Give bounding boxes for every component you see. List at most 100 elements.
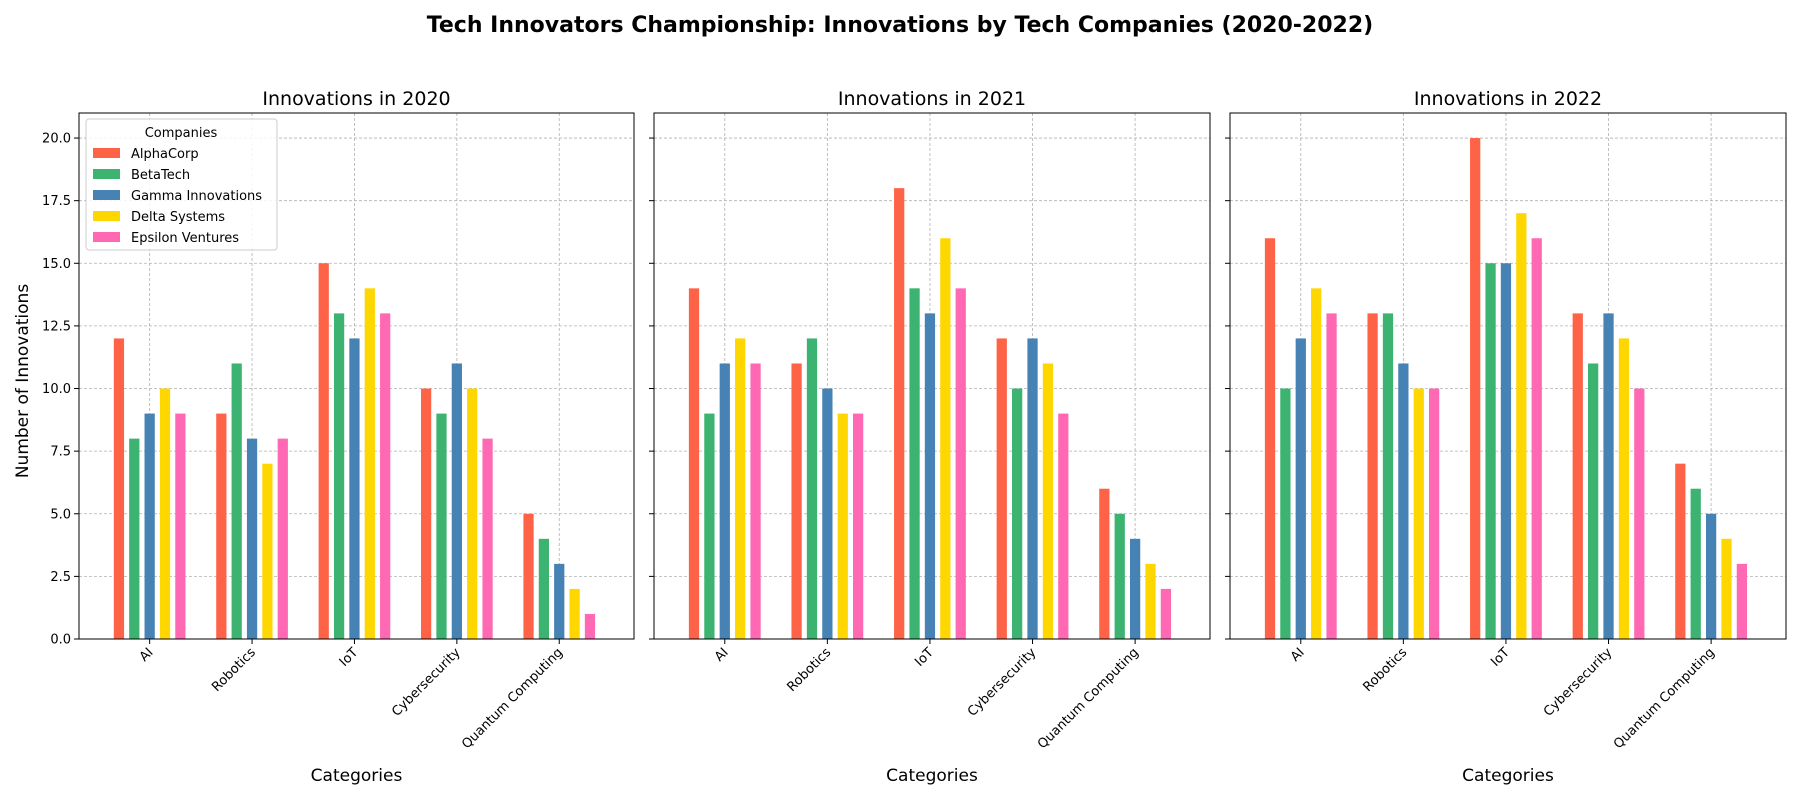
bar-betatech-robotics (231, 363, 242, 639)
bar-gamma-innovations-robotics (822, 388, 833, 639)
bar-epsilon-ventures-cybersecurity (1634, 388, 1645, 639)
bar-delta-systems-robotics (837, 413, 848, 639)
bar-betatech-cybersecurity (436, 413, 447, 639)
bar-betatech-iot (1485, 263, 1496, 639)
bar-epsilon-ventures-cybersecurity (1058, 413, 1069, 639)
legend-swatch (93, 169, 120, 179)
bar-betatech-ai (1280, 388, 1291, 639)
x-tick-label: Cybersecurity (965, 645, 1040, 720)
y-tick-label: 2.5 (50, 570, 71, 585)
chart-title: Tech Innovators Championship: Innovation… (427, 13, 1373, 38)
bar-epsilon-ventures-robotics (1429, 388, 1440, 639)
bar-alphacorp-ai (688, 288, 700, 639)
bar-alphacorp-quantum-computing (1099, 488, 1110, 639)
bar-epsilon-ventures-ai (1326, 313, 1337, 639)
x-tick-label: Robotics (209, 645, 259, 695)
bar-betatech-iot (909, 288, 920, 639)
bar-delta-systems-robotics (1413, 388, 1424, 639)
y-axis-label: Number of Innovations (13, 284, 33, 478)
bar-epsilon-ventures-ai (175, 413, 186, 639)
legend-swatch (93, 211, 120, 221)
bar-gamma-innovations-iot (924, 313, 936, 639)
bar-gamma-innovations-robotics (246, 438, 258, 639)
bar-delta-systems-quantum-computing (1145, 563, 1156, 639)
legend-entry: Gamma Innovations (131, 189, 262, 204)
y-tick-label: 17.5 (42, 194, 71, 209)
bar-delta-systems-ai (735, 338, 746, 639)
x-tick-label: Cybersecurity (1541, 645, 1616, 720)
panel-title: Innovations in 2020 (262, 88, 450, 110)
bar-alphacorp-robotics (791, 363, 802, 639)
bar-gamma-innovations-ai (1295, 338, 1306, 639)
plot-frame (1229, 112, 1787, 640)
plot-frame (78, 112, 635, 640)
x-tick-label: IoT (1488, 645, 1513, 670)
bar-gamma-innovations-ai (144, 413, 155, 639)
bar-gamma-innovations-quantum-computing (1705, 513, 1717, 639)
bar-alphacorp-cybersecurity (1572, 313, 1583, 639)
panel-title: Innovations in 2022 (1414, 88, 1602, 110)
y-tick-label: 0.0 (50, 633, 71, 648)
bar-gamma-innovations-cybersecurity (1603, 313, 1614, 639)
bar-epsilon-ventures-iot (955, 288, 966, 639)
x-tick-label: AI (712, 645, 732, 665)
bar-alphacorp-quantum-computing (1675, 463, 1686, 639)
legend-swatch (93, 190, 120, 200)
legend-swatch (93, 232, 120, 242)
y-tick-label: 20.0 (42, 132, 71, 147)
x-tick-label: Quantum Computing (459, 645, 566, 752)
bar-epsilon-ventures-ai (750, 363, 761, 639)
bar-epsilon-ventures-cybersecurity (482, 438, 493, 639)
bar-betatech-ai (129, 438, 140, 639)
bar-betatech-robotics (1382, 313, 1394, 639)
bar-betatech-quantum-computing (1114, 513, 1125, 639)
panel-3: Innovations in 2022 AI Robotics IoT Cybersec… (1225, 88, 1787, 786)
bar-delta-systems-cybersecurity (1618, 338, 1630, 639)
panel-2: Innovations in 2021 AI Robotics IoT Cybersec… (649, 88, 1211, 786)
y-tick-label: 15.0 (42, 257, 71, 272)
bar-gamma-innovations-robotics (1398, 363, 1409, 639)
bar-gamma-innovations-iot (349, 338, 360, 639)
bar-betatech-iot (333, 313, 345, 639)
x-axis-label: Categories (311, 766, 403, 786)
bar-delta-systems-cybersecurity (467, 388, 478, 639)
bar-epsilon-ventures-quantum-computing (584, 613, 596, 639)
x-axis-label: Categories (1462, 766, 1554, 786)
x-tick-label: Robotics (785, 645, 835, 695)
legend-title: Companies (145, 126, 218, 141)
bar-alphacorp-robotics (1367, 313, 1378, 639)
x-tick-label: Robotics (1361, 645, 1411, 695)
panels: Innovations in 2020 0.0 2.5 5.0 7.5 10.0 12.5 1… (42, 88, 1787, 786)
bar-alphacorp-iot (1470, 138, 1481, 640)
bar-betatech-quantum-computing (538, 538, 550, 639)
panel-1: Innovations in 2020 0.0 2.5 5.0 7.5 10.0 12.5 1… (42, 88, 635, 786)
bar-delta-systems-quantum-computing (1721, 538, 1732, 639)
bar-delta-systems-quantum-computing (569, 588, 580, 639)
legend-entry: Epsilon Ventures (131, 231, 239, 246)
legend-swatch (93, 148, 120, 158)
bar-delta-systems-iot (940, 238, 951, 639)
legend-entry: Delta Systems (131, 210, 225, 225)
bar-delta-systems-ai (1311, 288, 1322, 639)
bar-gamma-innovations-cybersecurity (451, 363, 462, 639)
y-tick-label: 5.0 (50, 507, 71, 522)
bar-betatech-quantum-computing (1690, 488, 1701, 639)
bar-alphacorp-ai (1264, 238, 1276, 639)
bar-gamma-innovations-cybersecurity (1027, 338, 1038, 639)
plot-frame (653, 112, 1211, 640)
legend-entry: BetaTech (131, 168, 190, 183)
y-tick-label: 7.5 (50, 445, 71, 460)
legend-box (85, 118, 278, 251)
bar-alphacorp-robotics (216, 413, 227, 639)
x-tick-label: AI (137, 645, 157, 665)
y-tick-label: 10.0 (42, 382, 71, 397)
bar-epsilon-ventures-robotics (277, 438, 288, 639)
bar-delta-systems-robotics (262, 463, 273, 639)
x-tick-label: AI (1288, 645, 1308, 665)
bar-gamma-innovations-ai (719, 363, 730, 639)
bar-epsilon-ventures-iot (1531, 238, 1542, 639)
bar-gamma-innovations-iot (1500, 263, 1512, 639)
panel-title: Innovations in 2021 (838, 88, 1026, 110)
bar-alphacorp-cybersecurity (996, 338, 1007, 639)
